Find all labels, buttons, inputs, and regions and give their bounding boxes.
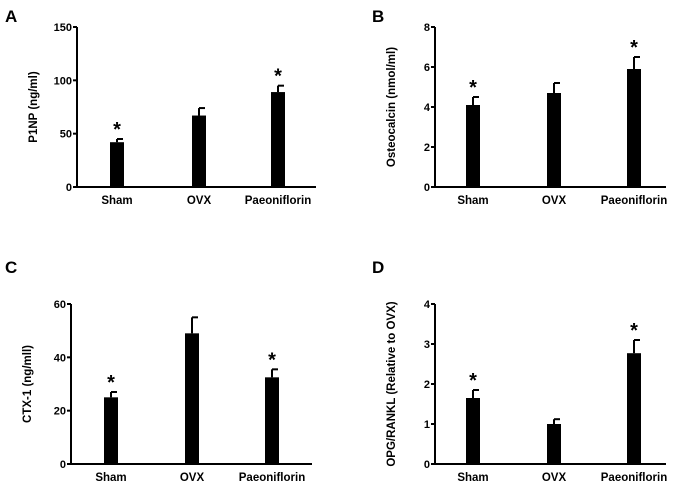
panel-b-significance-mark: * [630, 37, 638, 59]
panel-d-x-tick-label: Paeoniflorin [601, 472, 667, 483]
panel-c-y-axis-label: CTX-1 (ng/mll) [22, 345, 34, 423]
panel-a-y-axis-label: P1NP (ng/ml) [28, 71, 40, 143]
panel-d-significance-mark: * [469, 370, 477, 392]
panel-a-y-tick-label: 100 [54, 75, 72, 87]
panel-d-y-tick-label: 1 [424, 419, 430, 431]
panel-d-bar-sham [466, 398, 480, 464]
panel-b-significance-mark: * [469, 77, 477, 99]
panel-b-bar-sham [466, 105, 480, 187]
panel-b-x-tick-label: OVX [542, 195, 567, 207]
panel-c-x-tick-label: Sham [95, 472, 126, 483]
panel-a-significance-mark: * [274, 66, 282, 88]
panel-d-y-tick-label: 2 [424, 379, 430, 391]
panel-b-bar-ovx [547, 93, 561, 187]
panel-c-y-tick-label: 20 [54, 406, 66, 418]
panel-b-letter: B [372, 7, 384, 26]
panel-b-y-tick-label: 4 [424, 102, 431, 114]
panel-a-bar-ovx [192, 115, 206, 187]
panel-c-y-tick-label: 60 [54, 299, 66, 311]
panel-c-y-tick-label: 0 [60, 459, 66, 471]
panel-a-y-tick-label: 0 [66, 182, 72, 194]
panel-a-x-tick-label: Sham [101, 195, 132, 207]
panel-b-x-tick-label: Paeoniflorin [601, 195, 667, 207]
panel-d-significance-mark: * [630, 320, 638, 342]
panel-d-bar-ovx [547, 424, 561, 464]
panel-b-y-tick-label: 0 [424, 182, 430, 194]
panel-d-x-tick-label: Sham [457, 472, 488, 483]
panel-c-x-tick-label: OVX [180, 472, 205, 483]
panel-b-y-tick-label: 8 [424, 22, 430, 34]
panel-a-x-tick-label: Paeoniflorin [245, 195, 311, 207]
panel-b-y-tick-label: 6 [424, 62, 430, 74]
panel-a-y-tick-label: 150 [54, 22, 72, 34]
panel-b-bar-paeoniflorin [627, 69, 641, 187]
panel-d-letter: D [372, 258, 384, 277]
panel-c-bar-paeoniflorin [265, 377, 279, 464]
panel-c-bar-ovx [185, 333, 199, 464]
panel-d-bar-paeoniflorin [627, 353, 641, 464]
panel-c-x-tick-label: Paeoniflorin [239, 472, 305, 483]
panel-b-x-tick-label: Sham [457, 195, 488, 207]
panel-c-y-tick-label: 40 [54, 352, 66, 364]
panel-b-y-axis-label: Osteocalcin (nmol/ml) [386, 47, 398, 167]
panel-a-y-tick-label: 50 [60, 129, 72, 141]
panel-b-y-tick-label: 2 [424, 142, 430, 154]
panel-a-bar-paeoniflorin [271, 92, 285, 187]
panel-a-significance-mark: * [113, 119, 121, 141]
panel-a-x-tick-label: OVX [187, 195, 212, 207]
panel-c-significance-mark: * [268, 349, 276, 371]
panel-d-y-tick-label: 0 [424, 459, 430, 471]
panel-d-y-tick-label: 3 [424, 339, 430, 351]
panel-c-significance-mark: * [107, 372, 115, 394]
panel-c-bar-sham [104, 397, 118, 464]
panel-a-letter: A [5, 7, 17, 26]
panel-a-bar-sham [110, 142, 124, 187]
panel-d-y-axis-label: OPG/RANKL (Relative to OVX) [386, 301, 398, 466]
panel-d-x-tick-label: OVX [542, 472, 567, 483]
panel-c-letter: C [5, 258, 17, 277]
panel-d-y-tick-label: 4 [424, 299, 431, 311]
